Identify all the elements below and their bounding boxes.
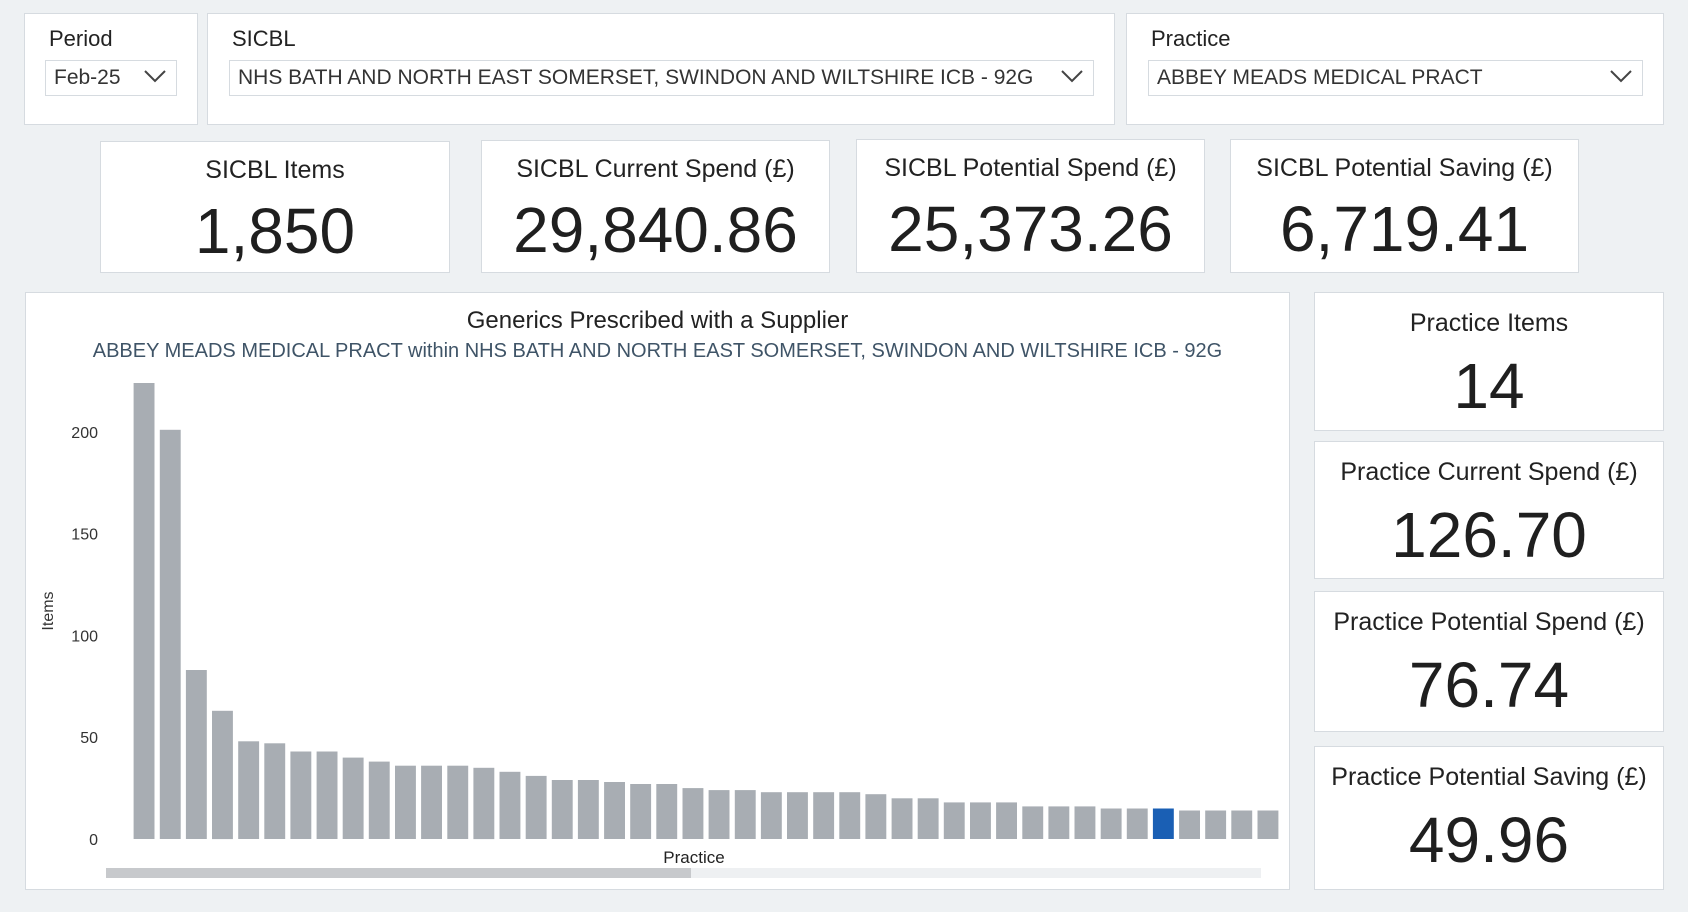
practice-filter-label: Practice <box>1151 26 1231 51</box>
kpi-value: 6,719.41 <box>1279 193 1530 265</box>
chevron-down-icon <box>1061 70 1083 83</box>
bar <box>551 780 573 839</box>
bar <box>1048 806 1070 839</box>
chevron-down-icon <box>144 70 166 83</box>
kpi-value: 25,373.26 <box>888 193 1173 265</box>
practice-select-value: ABBEY MEADS MEDICAL PRACT <box>1157 66 1483 89</box>
bar <box>682 788 704 839</box>
kpi-title: Practice Potential Spend (£) <box>1333 608 1645 636</box>
y-tick-label: 50 <box>80 730 98 747</box>
period-select[interactable]: Feb-25 <box>45 60 177 96</box>
bar <box>1074 806 1096 839</box>
sicbl-current-spend-tile: SICBL Current Spend (£) 29,840.86 <box>481 140 830 273</box>
practice-filter-card: Practice ABBEY MEADS MEDICAL PRACT <box>1126 13 1664 125</box>
bar <box>499 771 521 839</box>
bar <box>185 670 207 839</box>
bar <box>1231 810 1253 839</box>
y-tick-label: 150 <box>71 527 98 544</box>
bar <box>839 792 861 839</box>
sicbl-select-value: NHS BATH AND NORTH EAST SOMERSET, SWINDO… <box>238 66 1034 89</box>
bar <box>996 802 1017 839</box>
kpi-title: SICBL Potential Saving (£) <box>1256 154 1553 182</box>
y-tick-label: 0 <box>89 832 98 849</box>
bar <box>421 765 442 839</box>
kpi-value: 14 <box>1453 350 1525 422</box>
bar <box>1179 810 1200 839</box>
bar <box>1205 810 1227 839</box>
bar <box>133 383 155 839</box>
chart-title: Generics Prescribed with a Supplier <box>466 307 849 334</box>
practice-potential-saving-tile: Practice Potential Saving (£) 49.96 <box>1314 746 1664 890</box>
bar <box>656 784 678 839</box>
period-select-value: Feb-25 <box>54 66 121 89</box>
practice-potential-spend-tile: Practice Potential Spend (£) 76.74 <box>1314 591 1664 732</box>
x-axis-label: Practice <box>663 848 724 867</box>
bar <box>159 429 181 839</box>
kpi-title: Practice Potential Saving (£) <box>1331 763 1647 791</box>
bar <box>708 790 730 839</box>
bar <box>604 782 625 839</box>
chart-subtitle: ABBEY MEADS MEDICAL PRACT within NHS BAT… <box>92 340 1223 362</box>
bar <box>264 743 286 839</box>
chevron-down-icon <box>1610 70 1632 83</box>
y-tick-label: 100 <box>71 628 98 645</box>
bar <box>943 802 965 839</box>
bar <box>1152 808 1174 839</box>
bar <box>1100 808 1122 839</box>
bar <box>865 794 887 839</box>
generics-chart-card: Generics Prescribed with a Supplier ABBE… <box>25 292 1290 890</box>
y-axis-label: Items <box>40 591 57 630</box>
kpi-value: 76.74 <box>1408 649 1570 721</box>
bar <box>630 784 652 839</box>
sicbl-filter-card: SICBL NHS BATH AND NORTH EAST SOMERSET, … <box>207 13 1115 125</box>
bar <box>342 757 364 839</box>
bar <box>368 761 390 839</box>
period-filter-label: Period <box>49 26 113 51</box>
bar <box>1022 806 1044 839</box>
kpi-title: SICBL Potential Spend (£) <box>884 154 1177 182</box>
practice-select[interactable]: ABBEY MEADS MEDICAL PRACT <box>1148 60 1643 96</box>
bar <box>813 792 835 839</box>
bar <box>970 802 991 839</box>
bar <box>760 792 782 839</box>
kpi-title: Practice Items <box>1409 309 1569 337</box>
sicbl-potential-spend-tile: SICBL Potential Spend (£) 25,373.26 <box>856 139 1205 273</box>
bar <box>473 767 495 840</box>
period-filter-card: Period Feb-25 <box>24 13 198 125</box>
bar <box>917 798 939 839</box>
bar <box>1257 810 1279 839</box>
practice-items-tile: Practice Items 14 <box>1314 292 1664 431</box>
bar <box>1126 808 1148 839</box>
sicbl-select[interactable]: NHS BATH AND NORTH EAST SOMERSET, SWINDO… <box>229 60 1094 96</box>
sicbl-potential-saving-tile: SICBL Potential Saving (£) 6,719.41 <box>1230 139 1579 273</box>
bar <box>238 741 260 839</box>
bar <box>316 751 338 839</box>
bar <box>447 765 469 839</box>
kpi-value: 1,850 <box>194 195 356 267</box>
practice-current-spend-tile: Practice Current Spend (£) 126.70 <box>1314 441 1664 579</box>
kpi-value: 29,840.86 <box>513 194 798 266</box>
y-tick-label: 200 <box>71 425 98 442</box>
bar <box>891 798 913 839</box>
bar <box>525 775 547 839</box>
scrollbar-thumb[interactable] <box>106 868 691 878</box>
sicbl-filter-label: SICBL <box>232 26 296 51</box>
kpi-value: 126.70 <box>1391 499 1587 571</box>
kpi-title: SICBL Items <box>205 156 345 184</box>
sicbl-items-tile: SICBL Items 1,850 <box>100 141 450 273</box>
bar <box>577 780 599 839</box>
kpi-value: 49.96 <box>1408 804 1570 876</box>
kpi-title: Practice Current Spend (£) <box>1340 458 1638 486</box>
bar <box>290 751 312 839</box>
kpi-title: SICBL Current Spend (£) <box>516 155 795 183</box>
bar <box>787 792 808 839</box>
bar <box>395 765 416 839</box>
bar <box>734 790 756 839</box>
bar <box>212 710 233 840</box>
bar-chart: 0 50 100 150 200 Items Practice <box>40 383 1279 878</box>
